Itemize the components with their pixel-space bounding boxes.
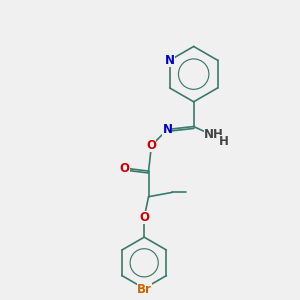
Text: O: O — [139, 211, 149, 224]
Text: O: O — [120, 162, 130, 175]
Text: H: H — [219, 135, 229, 148]
Text: NH: NH — [204, 128, 224, 141]
Text: N: N — [163, 123, 172, 136]
Text: N: N — [165, 54, 175, 67]
Text: O: O — [146, 139, 157, 152]
Text: Br: Br — [137, 284, 152, 296]
